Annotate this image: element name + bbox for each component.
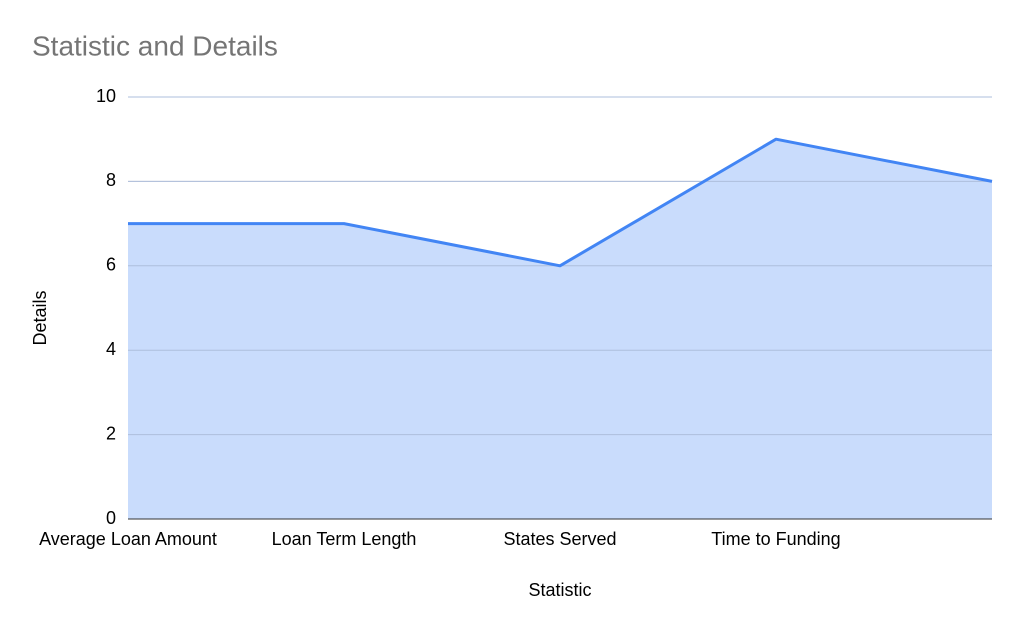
chart-title: Statistic and Details <box>32 30 278 61</box>
x-tick-label: Loan Term Length <box>272 529 417 549</box>
area-fill <box>128 139 992 519</box>
x-tick-label: States Served <box>503 529 616 549</box>
y-axis-label: Details <box>30 290 50 345</box>
x-axis-label: Statistic <box>528 580 591 600</box>
area-line <box>128 137 993 268</box>
x-tick-label: Time to Funding <box>711 529 840 549</box>
y-tick-label: 2 <box>106 423 116 443</box>
y-tick-label: 0 <box>106 508 116 528</box>
y-tick-label: 8 <box>106 170 116 190</box>
y-tick-label: 4 <box>106 339 116 359</box>
y-tick-label: 6 <box>106 255 116 275</box>
x-tick-label: Average Loan Amount <box>39 529 217 549</box>
y-tick-label: 10 <box>96 86 116 106</box>
